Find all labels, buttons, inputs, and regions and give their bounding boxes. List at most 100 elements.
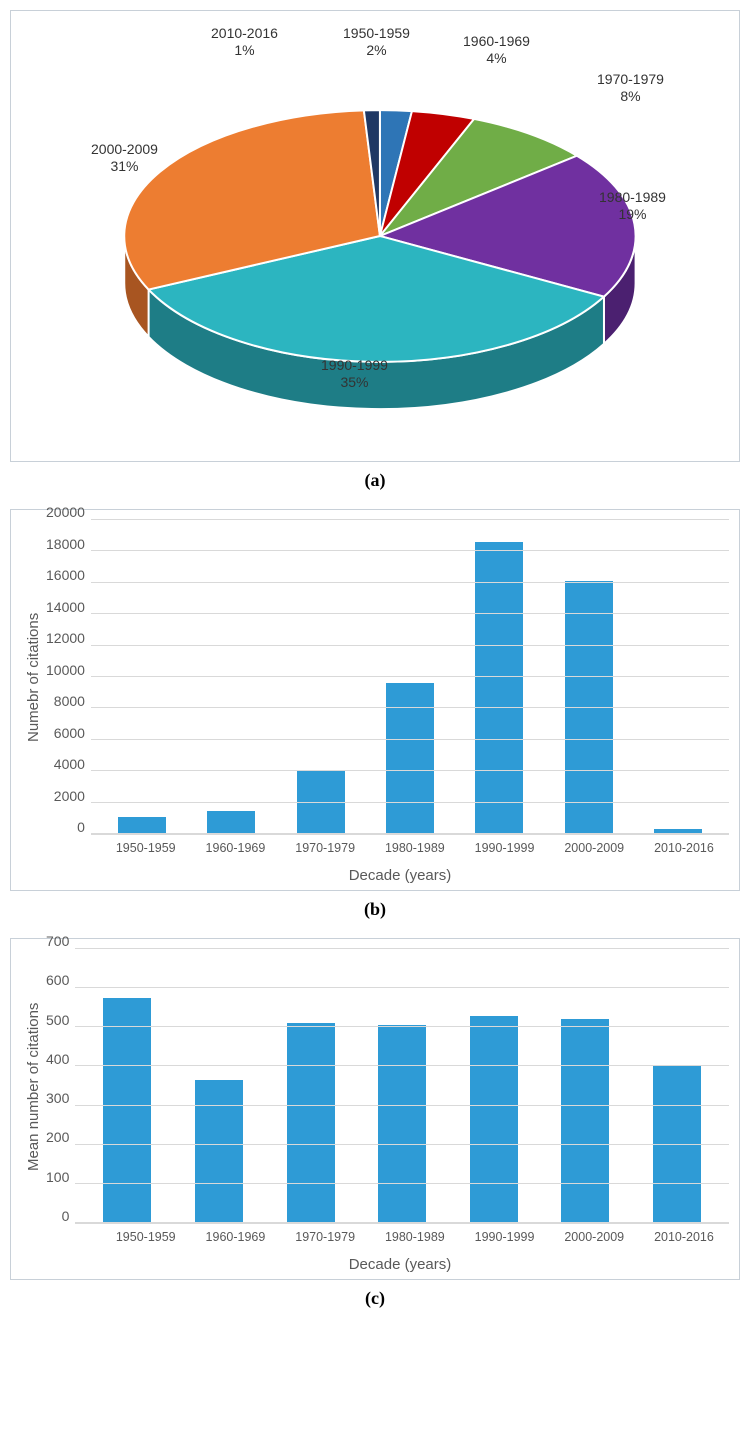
y-tick-label: 20000 (46, 504, 85, 520)
bar (475, 542, 523, 834)
gridline (91, 613, 729, 614)
pie-label-range: 1990-1999 (321, 357, 388, 374)
bar (207, 811, 255, 834)
y-tick-label: 16000 (46, 567, 85, 583)
pie-label-pct: 8% (597, 88, 664, 105)
gridline (75, 1144, 729, 1145)
x-tick: 1970-1979 (295, 841, 343, 855)
x-tick: 2000-2009 (564, 841, 612, 855)
bar-b-xlabel: Decade (years) (71, 867, 729, 884)
gridline (75, 1222, 729, 1223)
pie-label: 2000-200931% (91, 141, 158, 175)
gridline (75, 1026, 729, 1027)
bar (470, 1016, 518, 1223)
gridline (75, 1105, 729, 1106)
pie-label: 1970-19798% (597, 71, 664, 105)
x-tick: 1960-1969 (206, 841, 254, 855)
bar-c-xlabel: Decade (years) (71, 1256, 729, 1273)
caption-a: (a) (10, 470, 740, 491)
bar-b-yaxis: 2000018000160001400012000100008000600040… (46, 520, 91, 835)
bar (386, 683, 434, 834)
x-tick: 1990-1999 (475, 1230, 523, 1244)
pie-label-range: 1980-1989 (599, 189, 666, 206)
gridline (91, 707, 729, 708)
y-tick-label: 2000 (54, 788, 85, 804)
bar (195, 1080, 243, 1223)
caption-c: (c) (10, 1288, 740, 1309)
pie-label-range: 2010-2016 (211, 25, 278, 42)
gridline (91, 676, 729, 677)
y-tick-label: 300 (46, 1090, 69, 1106)
y-tick-label: 8000 (54, 693, 85, 709)
gridline (91, 550, 729, 551)
panel-b: Numebr of citations 20000180001600014000… (10, 509, 740, 891)
bar (118, 817, 166, 834)
gridline (91, 645, 729, 646)
pie-label: 2010-20161% (211, 25, 278, 59)
bar (103, 998, 151, 1223)
y-tick-label: 6000 (54, 725, 85, 741)
y-tick-label: 600 (46, 972, 69, 988)
pie-label-pct: 4% (463, 50, 530, 67)
pie-label-range: 1950-1959 (343, 25, 410, 42)
x-tick: 2010-2016 (654, 1230, 702, 1244)
pie-label-pct: 19% (599, 206, 666, 223)
x-tick: 1950-1959 (116, 1230, 164, 1244)
gridline (91, 519, 729, 520)
chart-b-flex: Numebr of citations 20000180001600014000… (21, 520, 729, 835)
bar-chart-c: Mean number of citations 700600500400300… (11, 939, 739, 1279)
y-tick-label: 0 (62, 1208, 70, 1224)
gridline (75, 948, 729, 949)
bar-b-bars (91, 520, 729, 834)
caption-b: (b) (10, 899, 740, 920)
x-tick: 1980-1989 (385, 841, 433, 855)
bar-b-plot (91, 520, 729, 835)
gridline (91, 739, 729, 740)
pie-label: 1960-19694% (463, 33, 530, 67)
x-tick: 1950-1959 (116, 841, 164, 855)
panel-a-body: 1950-19592% 1960-19694% 1970-19798% 1980-19… (11, 11, 739, 461)
pie-label-pct: 2% (343, 42, 410, 59)
pie-label-range: 1970-1979 (597, 71, 664, 88)
y-tick-label: 10000 (46, 662, 85, 678)
panel-a: 1950-19592% 1960-19694% 1970-19798% 1980-19… (10, 10, 740, 462)
x-tick: 1960-1969 (206, 1230, 254, 1244)
bar (653, 1066, 701, 1223)
y-tick-label: 500 (46, 1012, 69, 1028)
gridline (75, 1065, 729, 1066)
y-tick-label: 700 (46, 933, 69, 949)
gridline (91, 802, 729, 803)
gridline (75, 1183, 729, 1184)
pie-label-range: 1960-1969 (463, 33, 530, 50)
bar (287, 1023, 335, 1223)
y-tick-label: 14000 (46, 599, 85, 615)
gridline (91, 833, 729, 834)
y-tick-label: 4000 (54, 756, 85, 772)
pie-label: 1980-198919% (599, 189, 666, 223)
y-tick-label: 400 (46, 1051, 69, 1067)
pie-label-range: 2000-2009 (91, 141, 158, 158)
gridline (75, 987, 729, 988)
pie-label-pct: 31% (91, 158, 158, 175)
y-tick-label: 12000 (46, 630, 85, 646)
bar-b-ylabel: Numebr of citations (21, 520, 46, 835)
pie-chart: 1950-19592% 1960-19694% 1970-19798% 1980-19… (21, 21, 729, 451)
pie-label: 1990-199935% (321, 357, 388, 391)
bar-c-ylabel: Mean number of citations (21, 949, 46, 1224)
x-tick: 2010-2016 (654, 841, 702, 855)
x-tick: 2000-2009 (564, 1230, 612, 1244)
x-tick: 1980-1989 (385, 1230, 433, 1244)
x-tick: 1970-1979 (295, 1230, 343, 1244)
bar-b-xaxis: 1950-1959 1960-1969 1970-1979 1980-1989 1990… (89, 835, 729, 855)
y-tick-label: 100 (46, 1169, 69, 1185)
pie-label-pct: 1% (211, 42, 278, 59)
gridline (91, 770, 729, 771)
bar (561, 1019, 609, 1223)
chart-c-flex: Mean number of citations 700600500400300… (21, 949, 729, 1224)
bar-chart-b: Numebr of citations 20000180001600014000… (11, 510, 739, 890)
y-tick-label: 0 (77, 819, 85, 835)
pie-label: 1950-19592% (343, 25, 410, 59)
x-tick: 1990-1999 (475, 841, 523, 855)
panel-c: Mean number of citations 700600500400300… (10, 938, 740, 1280)
bar-c-plot (75, 949, 729, 1224)
